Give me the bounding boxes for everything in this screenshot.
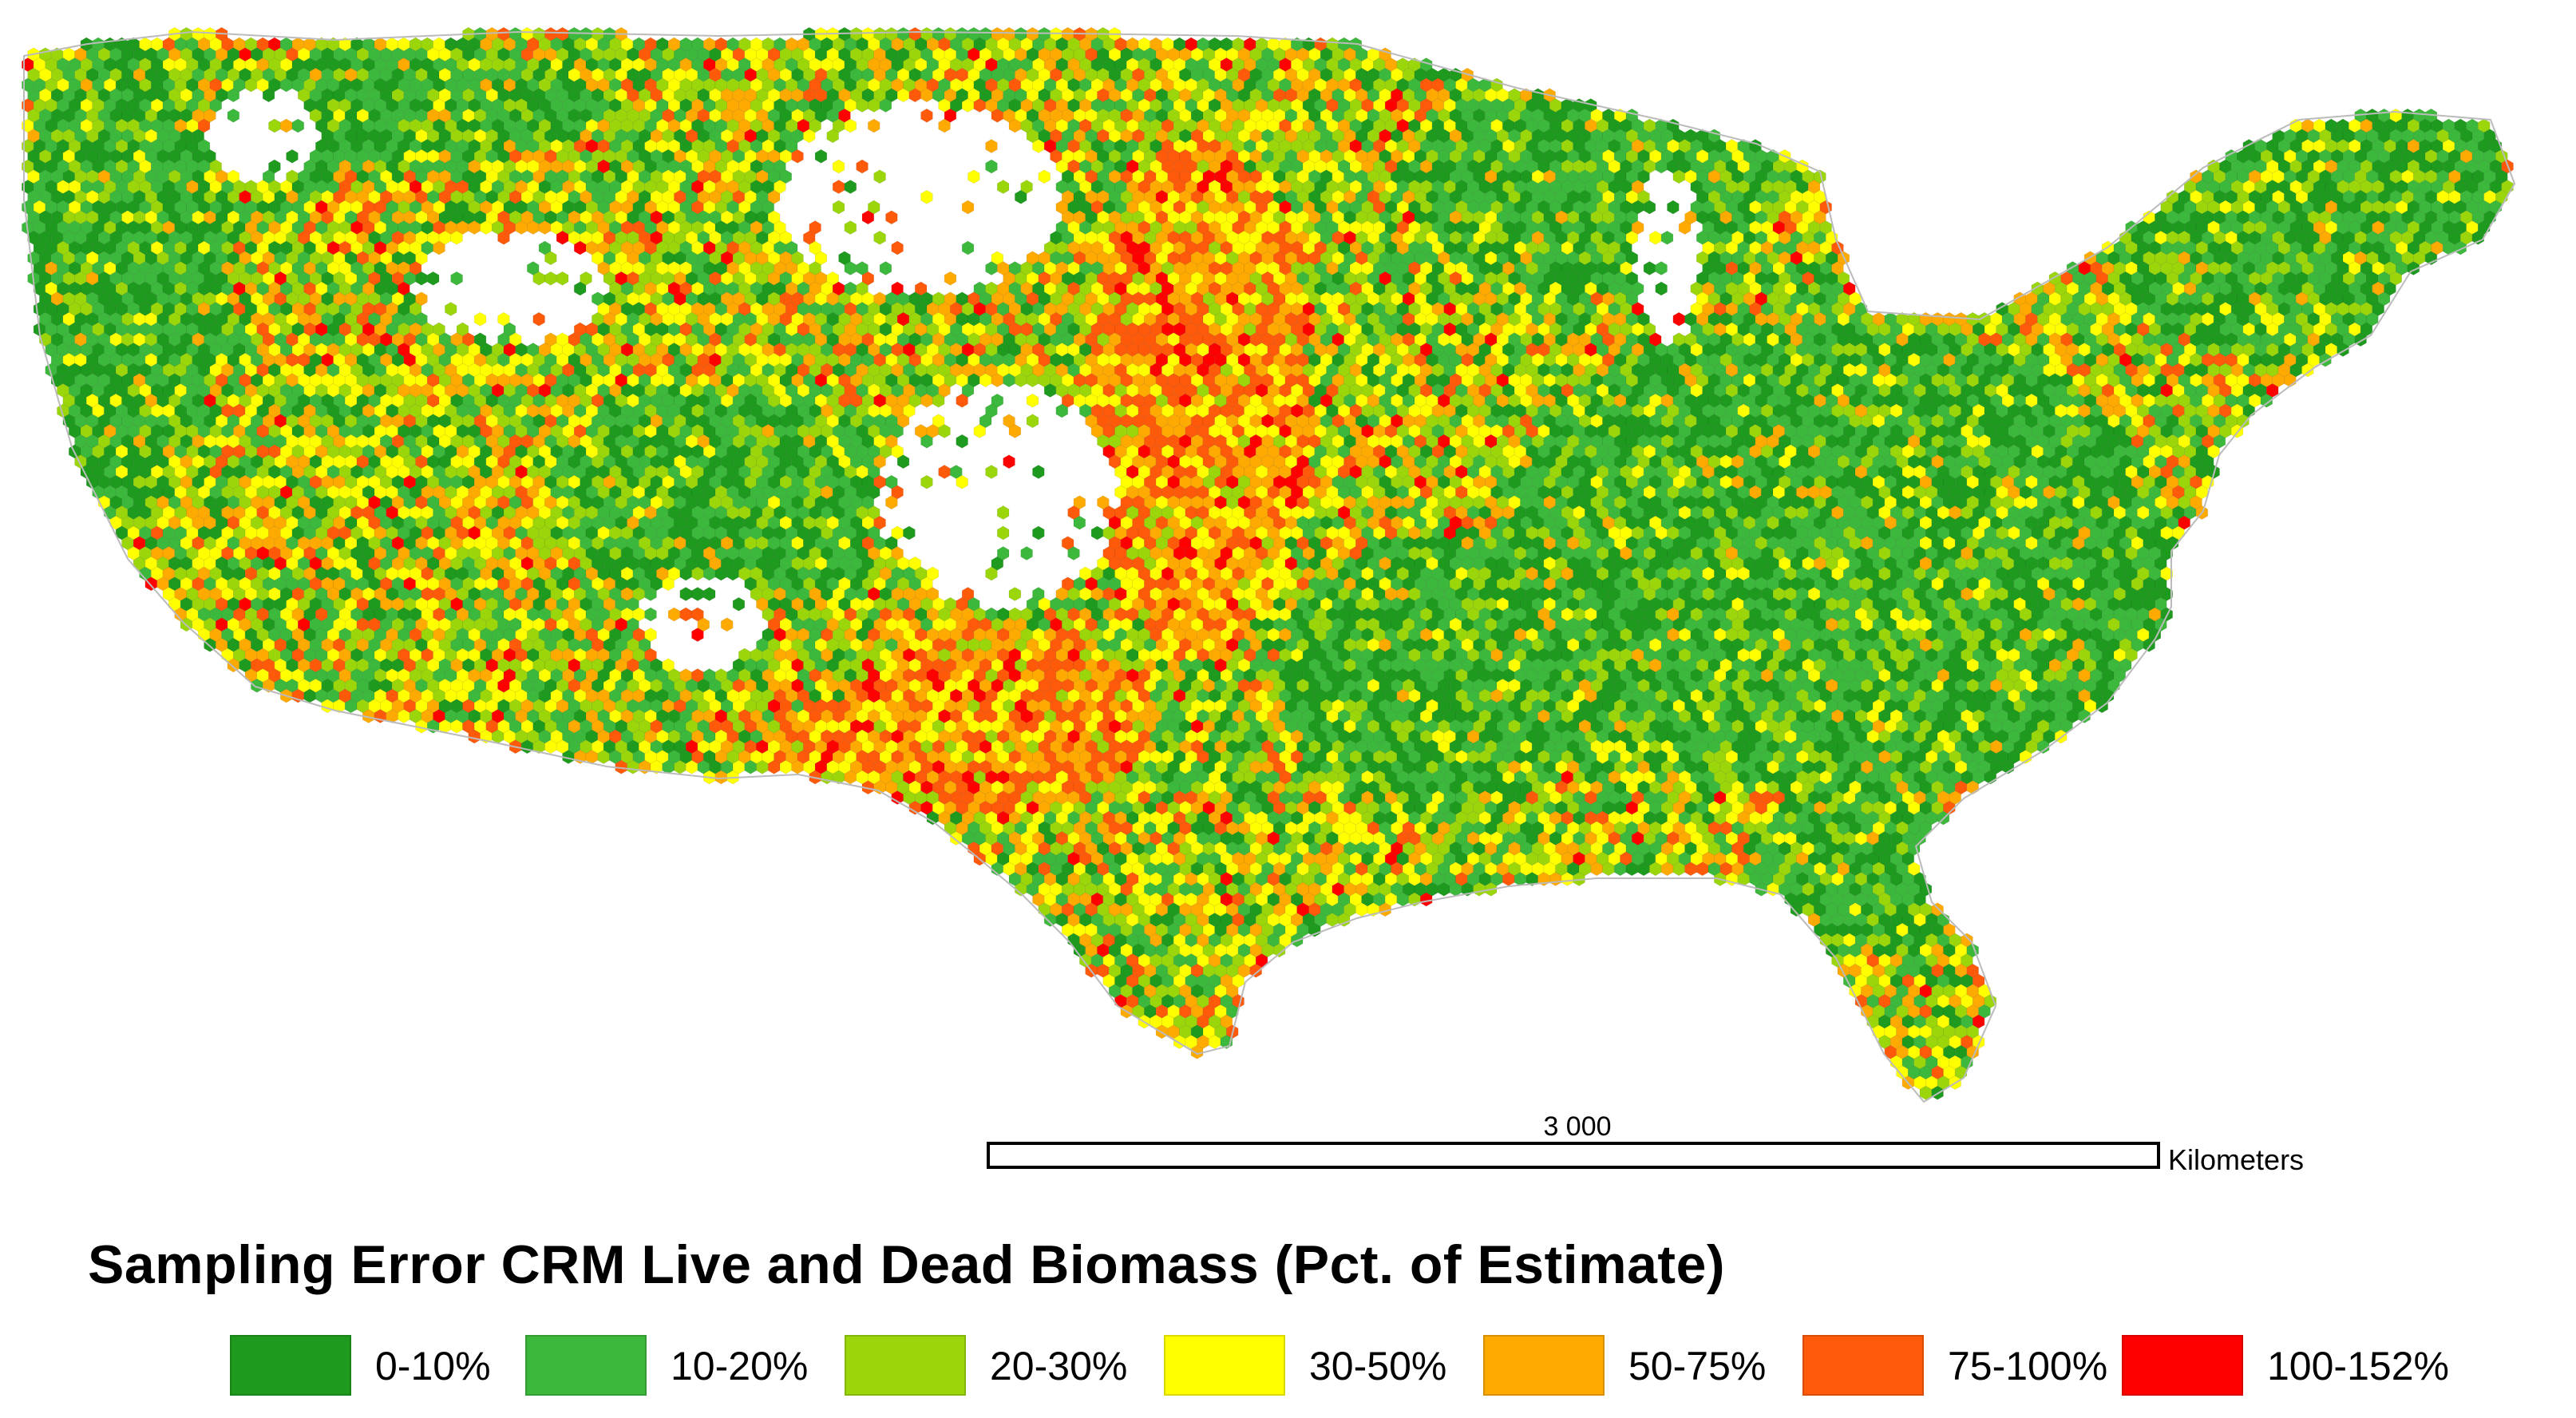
legend-swatch xyxy=(2122,1335,2243,1396)
legend-label: 10-20% xyxy=(671,1344,809,1388)
legend-swatch xyxy=(1483,1335,1605,1396)
legend-label: 30-50% xyxy=(1309,1344,1447,1388)
scale-bar-rectangle xyxy=(987,1142,2160,1169)
legend-label: 100-152% xyxy=(2267,1344,2449,1388)
legend: 0-10% 10-20% 20-30% 30-50% 50-75% 75-100% 100-… xyxy=(230,1335,2545,1396)
scale-unit-label: Kilometers xyxy=(2168,1143,2305,1176)
legend-title: Sampling Error CRM Live and Dead Biomass… xyxy=(88,1234,1726,1295)
legend-label: 50-75% xyxy=(1628,1344,1767,1388)
legend-label: 75-100% xyxy=(1948,1344,2108,1388)
scale-distance-label: 3 000 xyxy=(1543,1111,1612,1142)
legend-swatch xyxy=(1164,1335,1285,1396)
legend-swatch xyxy=(525,1335,647,1396)
legend-label: 20-30% xyxy=(990,1344,1128,1388)
map-area xyxy=(22,26,2516,1103)
legend-swatch xyxy=(1802,1335,1924,1396)
legend-label: 0-10% xyxy=(375,1344,491,1388)
legend-swatch xyxy=(845,1335,966,1396)
us-outline xyxy=(23,30,2516,1103)
hexbin-map xyxy=(22,26,2516,1103)
legend-swatch xyxy=(230,1335,351,1396)
